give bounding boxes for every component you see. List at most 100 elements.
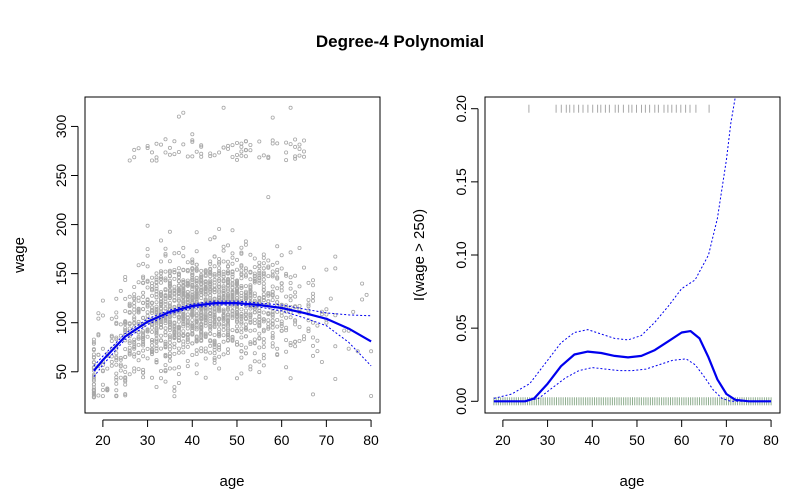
scatter-point [181,317,186,322]
scatter-point [288,343,293,348]
scatter-point [199,144,204,149]
scatter-point [257,359,262,364]
scatter-point [158,325,163,330]
scatter-point [123,393,128,398]
scatter-point [123,375,128,380]
scatter-point [239,311,244,316]
scatter-point [194,262,199,267]
scatter-point [208,267,213,272]
scatter-point [167,229,172,234]
scatter-point [257,331,262,336]
scatter-point [293,290,298,295]
scatter-point [333,376,338,381]
scatter-point [190,332,195,337]
scatter-point [145,310,150,315]
scatter-point [270,318,275,323]
y-axis-label: wage [11,237,28,274]
scatter-point [145,278,150,283]
scatter-point [208,287,213,292]
scatter-point [163,294,168,299]
scatter-point [203,282,208,287]
scatter-point [243,308,248,313]
scatter-point [167,333,172,338]
scatter-point [109,363,114,368]
scatter-point [234,376,239,381]
scatter-point [194,362,199,367]
scatter-point [257,273,262,278]
scatter-point [141,375,146,380]
scatter-point [203,317,208,322]
scatter-point [199,143,204,148]
scatter-point [270,325,275,330]
scatter-point [243,345,248,350]
scatter-point [266,311,271,316]
scatter-point [297,245,302,250]
scatter-point [96,393,101,398]
scatter-point [163,137,168,142]
scatter-point [252,265,257,270]
scatter-point [225,243,230,248]
scatter-point [270,335,275,340]
scatter-point [333,266,338,271]
scatter-point [132,304,137,309]
scatter-point [252,271,257,276]
scatter-point [261,255,266,260]
scatter-point [194,149,199,154]
scatter-point [310,320,315,325]
scatter-point [172,366,177,371]
scatter-point [100,346,105,351]
scatter-point [310,343,315,348]
scatter-point [324,267,329,272]
scatter-point [261,327,266,332]
scatter-point [158,333,163,338]
scatter-point [239,349,244,354]
scatter-point [270,289,275,294]
scatter-point [270,115,275,120]
scatter-point [172,323,177,328]
scatter-point [225,279,230,284]
scatter-point [221,145,226,150]
scatter-point [194,266,199,271]
scatter-point [230,289,235,294]
scatter-point [100,394,105,399]
scatter-point [154,271,159,276]
scatter-point [310,298,315,303]
scatter-point [181,110,186,115]
scatter-point [212,254,217,259]
scatter-point [301,337,306,342]
scatter-point [176,314,181,319]
y-tick-label: 0.15 [453,168,469,195]
scatter-point [239,307,244,312]
scatter-point [127,339,132,344]
scatter-point [234,314,239,319]
x-axis-label: age [619,473,644,490]
scatter-point [181,333,186,338]
scatter-point [154,286,159,291]
scatter-point [105,366,110,371]
scatter-point [141,261,146,266]
scatter-point [132,284,137,289]
scatter-point [172,351,177,356]
scatter-point [154,306,159,311]
scatter-point [217,345,222,350]
scatter-point [154,158,159,163]
scatter-point [284,315,289,320]
scatter-point [154,360,159,365]
scatter-point [158,271,163,276]
x-tick-label: 50 [229,432,245,448]
scatter-point [154,326,159,331]
scatter-point [239,326,244,331]
scatter-point [257,139,262,144]
scatter-point [176,298,181,303]
scatter-point [239,144,244,149]
scatter-point [163,278,168,283]
scatter-point [172,325,177,330]
scatter-point [199,310,204,315]
scatter-point [208,289,213,294]
scatter-point [275,286,280,291]
scatter-point [91,352,96,357]
scatter-point [261,356,266,361]
scatter-point [181,289,186,294]
y-tick-label: 300 [53,115,69,139]
scatter-point [230,297,235,302]
